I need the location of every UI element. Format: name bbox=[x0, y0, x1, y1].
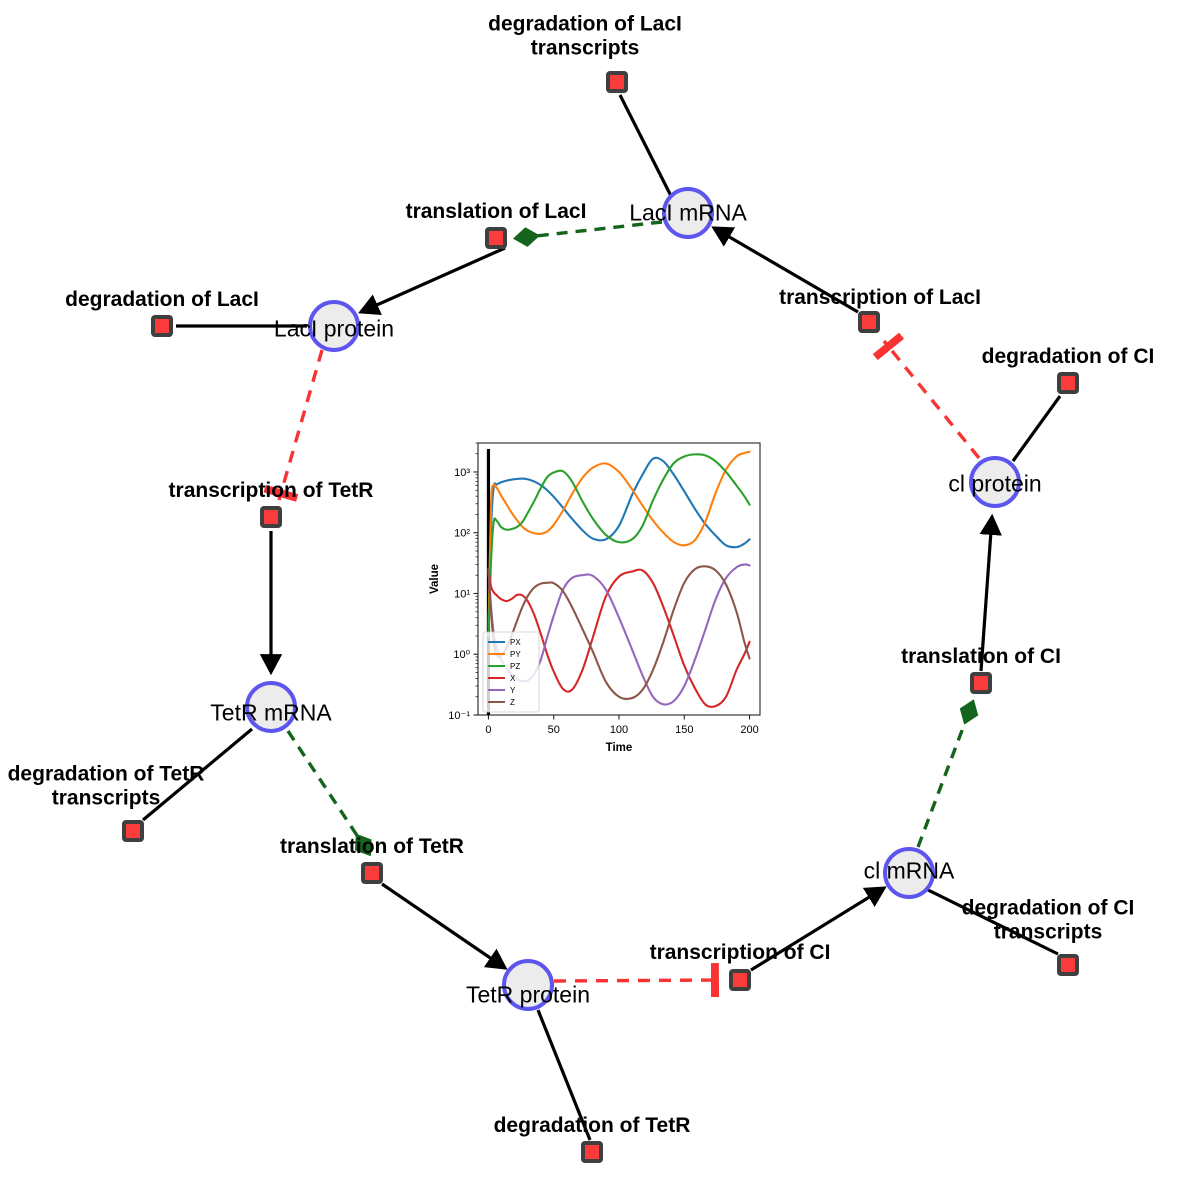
edge-translation-cl-to-cl-protein bbox=[979, 513, 1002, 672]
reaction-node-degradation-of-laci-transcripts[interactable] bbox=[606, 71, 628, 93]
reaction-node-degradation-of-ci[interactable] bbox=[1057, 372, 1079, 394]
edge-group-inhibition bbox=[279, 341, 981, 981]
inset-timecourse-plot: 10⁻¹ 10⁰ 10¹ 10² 10³ 0 50 100 150 200 Time Value PX P… bbox=[418, 424, 778, 764]
svg-text:Time: Time bbox=[606, 742, 633, 754]
species-node-tetr-mrna[interactable] bbox=[245, 681, 297, 733]
reaction-node-degradation-of-ci-transcripts[interactable] bbox=[1057, 954, 1079, 976]
chart-legend-x: X bbox=[510, 674, 516, 683]
edge-group-catalysis bbox=[286, 220, 979, 857]
svg-text:10⁰: 10⁰ bbox=[453, 649, 470, 661]
edge-tetr-protein-to-transcription-cl bbox=[553, 980, 723, 981]
chart-series-px bbox=[487, 456, 751, 638]
reaction-node-translation-of-laci[interactable] bbox=[485, 227, 507, 249]
species-node-laci-mrna[interactable] bbox=[662, 187, 714, 239]
svg-text:100: 100 bbox=[610, 724, 628, 736]
svg-text:10²: 10² bbox=[454, 528, 470, 540]
plot-svg: 10⁻¹ 10⁰ 10¹ 10² 10³ 0 50 100 150 200 Time Value PX P… bbox=[418, 424, 778, 764]
edge-cl-mrna-to-deg-cl-transcripts bbox=[927, 888, 1059, 956]
species-node-cl-mrna[interactable] bbox=[883, 847, 935, 899]
species-node-cl-protein[interactable] bbox=[969, 456, 1021, 508]
edge-tetr-mrna-to-deg-tetr-transcripts bbox=[141, 727, 254, 822]
edge-translation-laci-to-laci-protein bbox=[358, 246, 506, 315]
reaction-node-transcription-of-laci[interactable] bbox=[858, 311, 880, 333]
edge-tetr-protein-to-deg-tetr bbox=[536, 1009, 592, 1141]
edge-group-production bbox=[259, 226, 1002, 972]
edge-laci-protein-to-transcription-tetr bbox=[279, 349, 324, 500]
svg-text:10³: 10³ bbox=[454, 467, 470, 479]
svg-text:150: 150 bbox=[675, 724, 693, 736]
edge-cl-protein-to-transcription-laci bbox=[884, 341, 981, 460]
svg-text:Value: Value bbox=[429, 564, 441, 594]
species-node-tetr-protein[interactable] bbox=[502, 959, 554, 1011]
species-node-laci-protein[interactable] bbox=[308, 300, 360, 352]
chart-legend-y: Y bbox=[510, 686, 516, 695]
reaction-node-degradation-of-tetr-transcripts[interactable] bbox=[122, 820, 144, 842]
edge-laci-mrna-to-deg-laci-transcripts bbox=[618, 94, 673, 197]
svg-text:10⁻¹: 10⁻¹ bbox=[448, 710, 470, 722]
edge-laci-mrna-to-translation-laci bbox=[512, 220, 663, 247]
reaction-node-transcription-of-ci[interactable] bbox=[729, 969, 751, 991]
reaction-node-translation-of-ci[interactable] bbox=[970, 672, 992, 694]
chart-series-pz bbox=[487, 453, 751, 638]
svg-text:10¹: 10¹ bbox=[454, 588, 470, 600]
svg-text:50: 50 bbox=[548, 724, 560, 736]
edge-transcription-cl-to-cl-mrna bbox=[750, 886, 887, 972]
edge-tetr-mrna-to-translation-tetr bbox=[286, 730, 372, 857]
chart-series-x bbox=[487, 568, 751, 708]
reaction-node-degradation-of-tetr[interactable] bbox=[581, 1141, 603, 1163]
svg-text:200: 200 bbox=[740, 724, 758, 736]
chart-series-py bbox=[487, 450, 751, 638]
chart-legend-pz: PZ bbox=[510, 662, 520, 671]
edge-transcription-laci-to-laci-mrna bbox=[711, 226, 859, 314]
edge-group-consumption bbox=[141, 94, 1062, 1141]
edge-translation-tetr-to-tetr-protein bbox=[381, 882, 508, 970]
chart-legend-px: PX bbox=[510, 638, 521, 647]
reaction-node-degradation-of-laci[interactable] bbox=[151, 315, 173, 337]
reaction-node-transcription-of-tetr[interactable] bbox=[260, 506, 282, 528]
svg-text:0: 0 bbox=[485, 724, 491, 736]
edge-deg-cl-to-cl-protein bbox=[1011, 395, 1062, 462]
reaction-node-translation-of-tetr[interactable] bbox=[361, 862, 383, 884]
chart-legend-z: Z bbox=[510, 698, 515, 707]
edge-cl-mrna-to-translation-cl bbox=[916, 699, 979, 848]
chart-legend-py: PY bbox=[510, 650, 521, 659]
